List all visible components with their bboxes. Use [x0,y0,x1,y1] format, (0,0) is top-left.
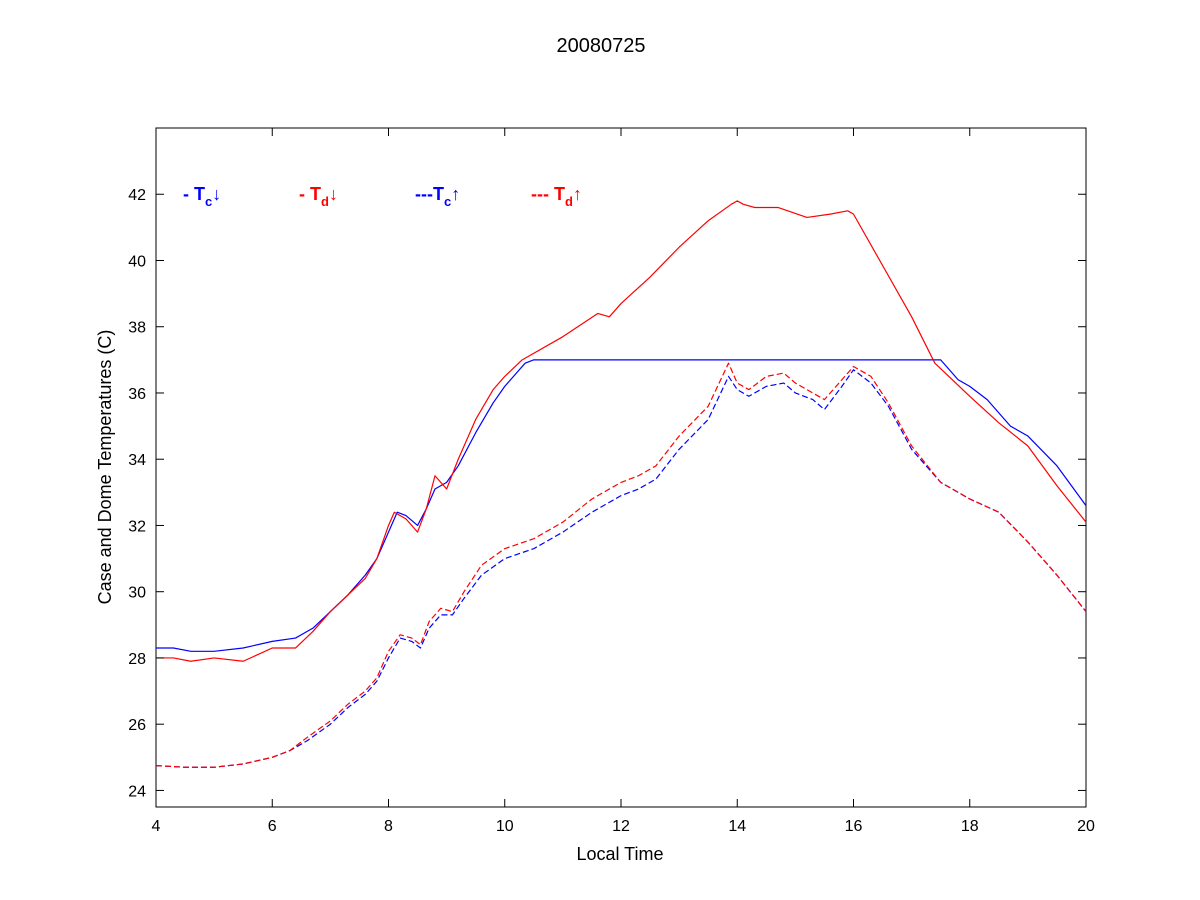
legend-entry-1: - Tc↓ [183,184,221,209]
tick-layer: 4 6 8 10 12 14 16 18 20 24 26 28 30 32 34 36 38 40 42 [128,128,1095,835]
y-tick-label: 26 [128,717,146,734]
x-tick-label: 8 [384,818,393,835]
x-tick-label: 12 [612,818,630,835]
x-tick-label: 14 [728,818,746,835]
chart-title: 20080725 [557,35,646,57]
plot-frame [155,127,1087,808]
x-axis-label: Local Time [576,844,663,864]
y-tick-label: 42 [128,187,146,204]
y-tick-label: 34 [128,452,146,469]
x-tick-label: 6 [268,818,277,835]
series-layer [155,200,1087,768]
y-tick-label: 40 [128,253,146,270]
legend-entry-3: ---Tc↑ [415,184,460,209]
x-tick-label: 20 [1077,818,1095,835]
legend-entry-4: --- Td↑ [531,184,582,209]
series-line-4 [155,362,1087,768]
y-tick-label: 36 [128,386,146,403]
legend: - Tc↓ - Td↓ ---Tc↑ --- Td↑ [183,184,582,209]
y-tick-label: 30 [128,585,146,602]
x-tick-label: 16 [845,818,863,835]
y-tick-label: 38 [128,320,146,337]
x-tick-label: 10 [496,818,514,835]
y-tick-label: 24 [128,783,146,800]
y-axis-label: Case and Dome Temperatures (C) [95,330,115,605]
series-line-3 [155,369,1087,768]
y-tick-label: 32 [128,518,146,535]
series-line-2 [156,200,1087,662]
x-tick-label: 4 [152,818,161,835]
y-tick-label: 28 [128,651,146,668]
legend-entry-2: - Td↓ [299,184,338,209]
x-tick-label: 18 [961,818,979,835]
